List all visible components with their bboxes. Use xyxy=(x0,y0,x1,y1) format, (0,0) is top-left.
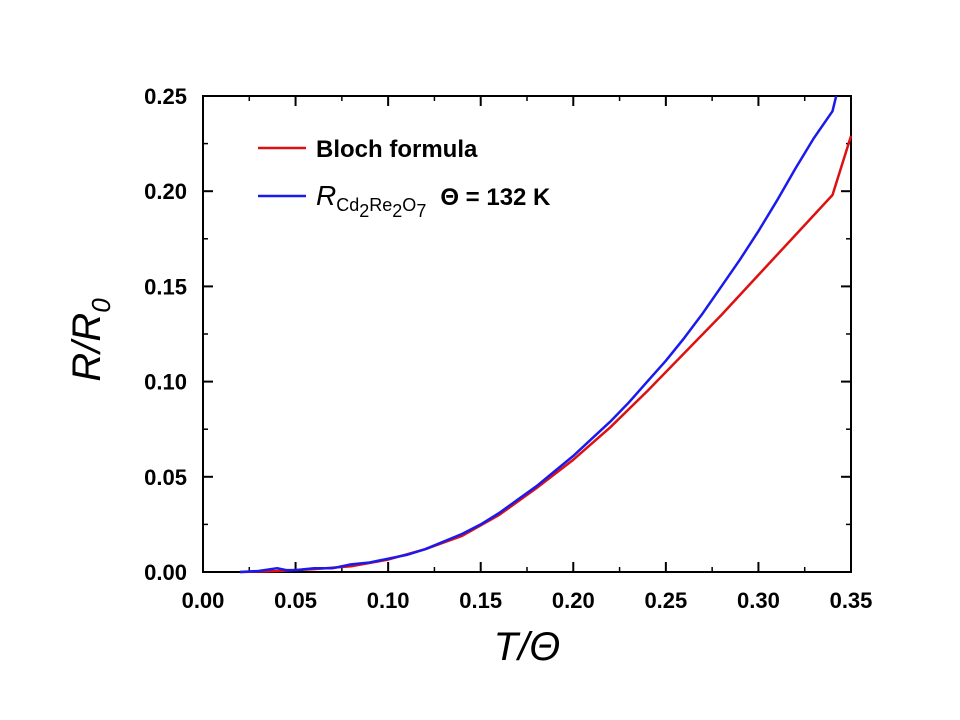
y-axis-title: R/R0 xyxy=(65,298,116,382)
y-tick-label: 0.00 xyxy=(144,560,187,585)
x-tick-label: 0.10 xyxy=(367,588,410,613)
axis-ticks xyxy=(202,95,852,573)
legend: Bloch formula RCd2Re2O7 Θ = 132 K xyxy=(258,136,551,221)
y-tick-label: 0.20 xyxy=(144,179,187,204)
x-tick-label: 0.35 xyxy=(830,588,873,613)
y-tick-label: 0.15 xyxy=(144,274,187,299)
y-tick-label: 0.25 xyxy=(144,84,187,109)
plot-frame xyxy=(202,95,852,573)
x-tick-label: 0.05 xyxy=(274,588,317,613)
x-tick-label: 0.00 xyxy=(182,588,225,613)
y-tick-label: 0.10 xyxy=(144,370,187,395)
x-tick-label: 0.25 xyxy=(644,588,687,613)
x-tick-label: 0.20 xyxy=(552,588,595,613)
legend-label-data: RCd2Re2O7 Θ = 132 K xyxy=(316,180,551,221)
y-axis-title-subscript: 0 xyxy=(86,298,116,313)
plot-border xyxy=(202,95,852,573)
x-axis-title: T/Θ xyxy=(494,625,561,669)
legend-label-bloch: Bloch formula xyxy=(316,136,478,163)
y-tick-label: 0.05 xyxy=(144,465,187,490)
x-tick-label: 0.30 xyxy=(737,588,780,613)
y-axis-title-main: R/R xyxy=(65,313,109,382)
tick-labels: 0.00 0.05 0.10 0.15 0.20 0.25 0.30 0.35 0.00 0.05… xyxy=(144,84,872,613)
series-line-cd2re2o7 xyxy=(239,95,838,574)
x-tick-label: 0.15 xyxy=(459,588,502,613)
series-lines xyxy=(239,95,853,574)
